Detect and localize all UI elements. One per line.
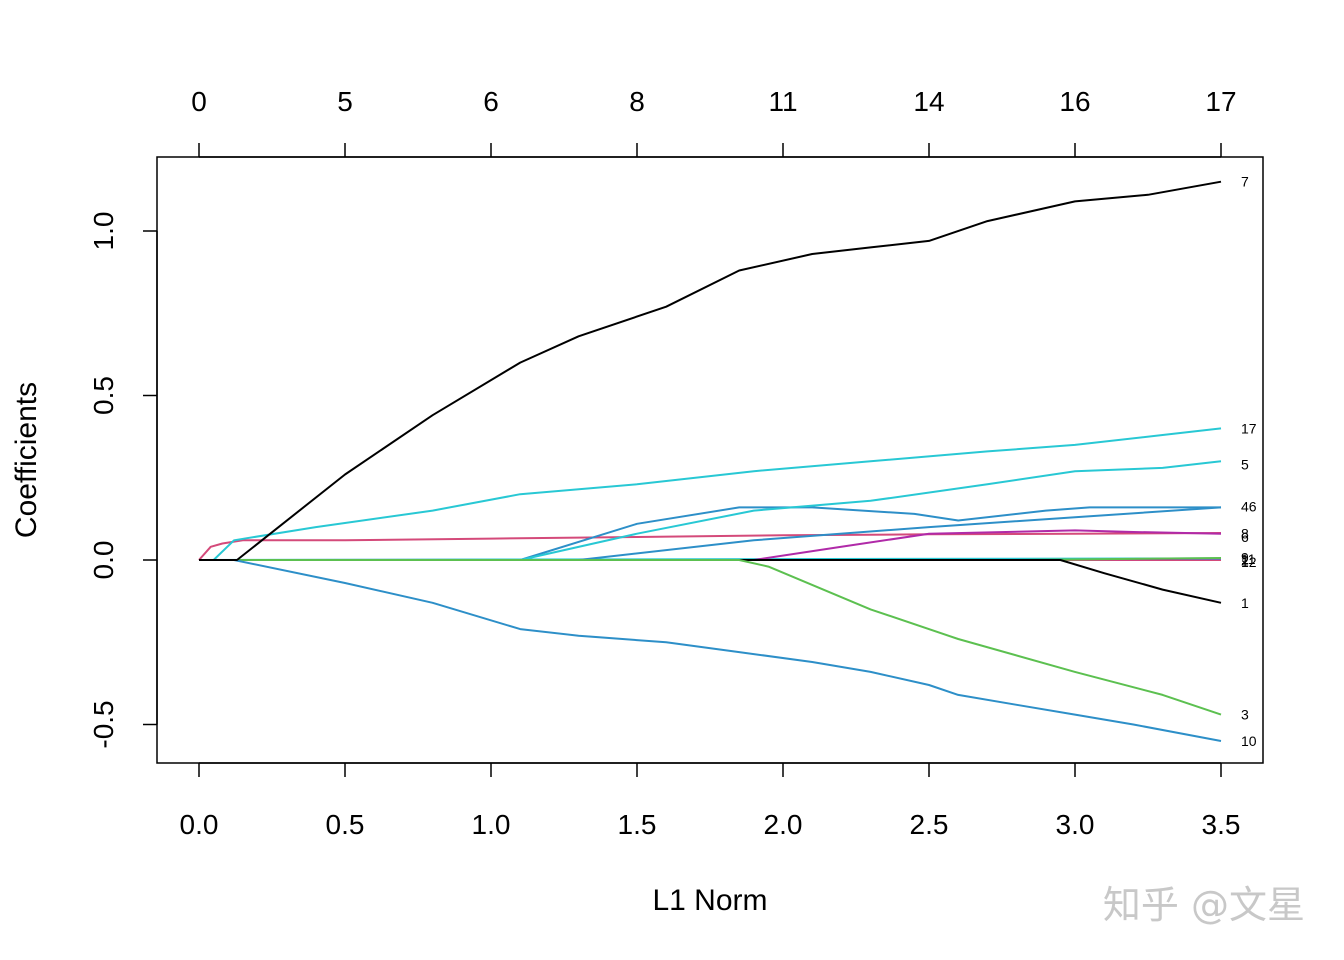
- x-tick-label: 2.0: [764, 809, 803, 840]
- y-tick-label: 0.5: [88, 376, 119, 415]
- series-line-3: [199, 559, 1222, 716]
- end-label-10: 10: [1241, 733, 1257, 749]
- series-line-1: [199, 559, 1222, 604]
- x-axis-title: L1 Norm: [652, 884, 767, 917]
- end-label-5: 5: [1241, 457, 1249, 473]
- series-line-16: [199, 506, 1221, 561]
- y-tick-label: -0.5: [88, 700, 119, 748]
- bottom-axis: 0.0 0.5 1.0 1.5 2.0 2.5 3.0 3.5: [180, 762, 1241, 840]
- top-tick-label: 0: [191, 86, 207, 117]
- top-tick-label: 14: [913, 86, 944, 117]
- y-axis-title: Coefficients: [10, 382, 43, 538]
- y-tick-label: 1.0: [88, 212, 119, 251]
- end-label-9: 9: [1241, 549, 1249, 565]
- end-label-17: 17: [1241, 420, 1257, 436]
- x-tick-label: 1.0: [472, 809, 511, 840]
- end-label-7: 7: [1241, 174, 1249, 190]
- end-label-8: 8: [1241, 526, 1249, 542]
- end-label-1: 1: [1241, 595, 1249, 611]
- end-label-3: 3: [1241, 707, 1249, 723]
- top-tick-label: 16: [1059, 86, 1090, 117]
- x-tick-label: 1.5: [618, 809, 657, 840]
- top-tick-label: 11: [768, 86, 797, 117]
- end-label-12: 12: [1241, 554, 1257, 570]
- y-tick-label: 0.0: [88, 541, 119, 580]
- top-tick-label: 6: [483, 86, 499, 117]
- x-tick-label: 2.5: [910, 809, 949, 840]
- end-label-6: 6: [1241, 529, 1249, 545]
- series-lines: [198, 180, 1222, 742]
- top-axis: 0 5 6 8 11 14 16 17: [191, 86, 1237, 158]
- plot-frame: [156, 156, 1264, 764]
- top-tick-label: 17: [1205, 86, 1236, 117]
- top-tick-label: 5: [337, 86, 353, 117]
- x-tick-label: 3.0: [1056, 809, 1095, 840]
- end-label-11: 11: [1241, 551, 1256, 567]
- series-line-10: [199, 559, 1222, 742]
- top-tick-label: 8: [629, 86, 645, 117]
- x-tick-label: 0.0: [180, 809, 219, 840]
- series-line-7: [199, 180, 1222, 561]
- series-line-5: [199, 460, 1222, 561]
- watermark-text: 知乎 @文星: [1103, 883, 1305, 927]
- x-tick-label: 0.5: [326, 809, 365, 840]
- series-line-6: [198, 532, 1222, 561]
- series-line-17: [199, 427, 1222, 561]
- x-tick-label: 3.5: [1202, 809, 1241, 840]
- end-label-46: 46: [1241, 499, 1257, 515]
- end-label-2: 2: [1241, 553, 1249, 569]
- left-axis: -0.5 0.0 0.5 1.0: [88, 212, 158, 749]
